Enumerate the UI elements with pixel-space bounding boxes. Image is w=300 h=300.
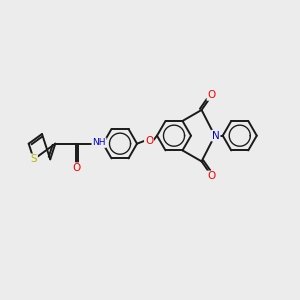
Text: O: O: [207, 90, 216, 100]
Text: S: S: [31, 154, 37, 164]
Text: NH: NH: [92, 138, 106, 147]
Text: O: O: [207, 171, 216, 182]
Text: O: O: [72, 164, 80, 173]
Text: O: O: [145, 136, 153, 146]
Text: N: N: [212, 131, 220, 141]
